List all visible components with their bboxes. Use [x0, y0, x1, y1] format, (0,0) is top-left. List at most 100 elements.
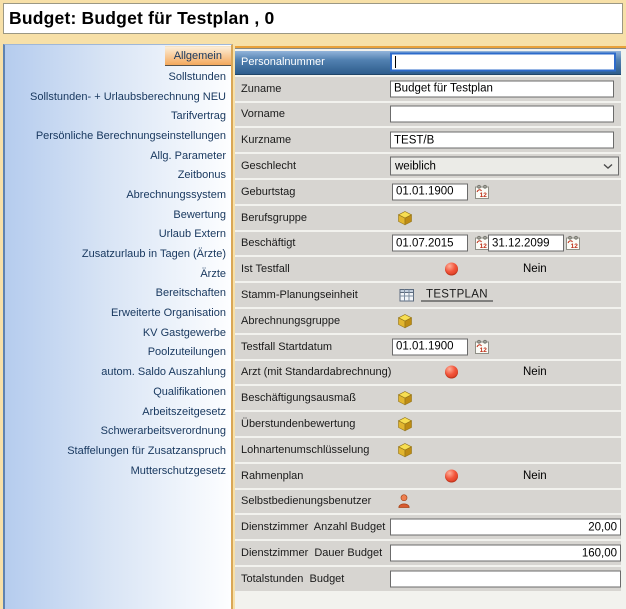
cube-button[interactable]	[397, 416, 413, 432]
dienstzimmer-anzahl-budget-input[interactable]	[390, 518, 621, 536]
form-row-totalstunden-budget[interactable]: Totalstunden Budget	[235, 566, 621, 591]
flag-value: Nein	[523, 469, 547, 482]
cube-button[interactable]	[397, 210, 413, 226]
sidebar-item-qualifikationen[interactable]: Qualifikationen	[5, 382, 231, 402]
sidebar-item-zusatzurlaub-in-tagen-rzte[interactable]: Zusatzurlaub in Tagen (Ärzte)	[5, 244, 231, 264]
geburtstag-input[interactable]	[392, 183, 468, 201]
cube-button[interactable]	[397, 390, 413, 406]
sidebar-item-erweiterte-organisation[interactable]: Erweiterte Organisation	[5, 303, 231, 323]
flag-toggle[interactable]	[445, 365, 458, 379]
form-row-zuname[interactable]: Zuname	[235, 76, 621, 101]
calendar-button[interactable]: 12	[474, 184, 490, 200]
sidebar-item-label: Zeitbonus	[177, 169, 226, 182]
besch-ftigt-input[interactable]	[392, 234, 468, 252]
sidebar-item-arbeitszeitgesetz[interactable]: Arbeitszeitgesetz	[5, 402, 231, 422]
testfall-startdatum-input[interactable]	[392, 338, 468, 356]
red-dot-icon	[445, 469, 458, 483]
sidebar-item-label: Qualifikationen	[153, 385, 226, 398]
flag-toggle[interactable]	[445, 469, 458, 483]
form-row-lohnartenumschl-sselung[interactable]: Lohnartenumschlüsselung	[235, 437, 621, 462]
sidebar-item-bereitschaften[interactable]: Bereitschaften	[5, 284, 231, 304]
form-row-testfall-startdatum[interactable]: Testfall Startdatum 12	[235, 334, 621, 359]
form-row-besch-ftigt[interactable]: Beschäftigt 12 12	[235, 231, 621, 256]
sidebar-item-label: Bewertung	[173, 208, 226, 221]
form-row-personalnummer[interactable]: Personalnummer	[235, 51, 621, 75]
personalnummer-input[interactable]	[390, 52, 616, 72]
sidebar-item-urlaub-extern[interactable]: Urlaub Extern	[5, 225, 231, 245]
sidebar-item-label: Mutterschutzgesetz	[130, 464, 226, 477]
sidebar-item-pers-nliche-berechnungseinstellungen[interactable]: Persönliche Berechnungseinstellungen	[5, 126, 231, 146]
form-row-vorname[interactable]: Vorname	[235, 102, 621, 127]
tab-allgemein[interactable]: Allgemein	[5, 45, 231, 66]
calendar-icon: 12	[475, 184, 489, 199]
sidebar-item-tarifvertrag[interactable]: Tarifvertrag	[5, 106, 231, 126]
page-title: Budget: Budget für Testplan , 0	[9, 8, 275, 28]
besch-ftigt-end-input[interactable]	[488, 234, 564, 252]
field-label: Überstundenbewertung	[241, 418, 356, 431]
form-row-stamm-planungseinheit[interactable]: Stamm-Planungseinheit TESTPLAN	[235, 283, 621, 307]
form-row-kurzname[interactable]: Kurzname	[235, 128, 621, 153]
sidebar-item-label: Urlaub Extern	[158, 228, 226, 241]
form-row-ist-testfall[interactable]: Ist Testfall Nein	[235, 257, 621, 282]
sidebar-item-rzte[interactable]: Ärzte	[5, 264, 231, 284]
totalstunden-budget-input[interactable]	[390, 570, 621, 588]
sidebar-item-zeitbonus[interactable]: Zeitbonus	[5, 165, 231, 185]
zuname-input[interactable]	[390, 80, 614, 98]
planning-unit-link-pos: TESTPLAN	[421, 289, 493, 302]
sidebar-item-autom-saldo-auszahlung[interactable]: autom. Saldo Auszahlung	[5, 362, 231, 382]
svg-text:12: 12	[480, 192, 488, 199]
sidebar-item-label: Allg. Parameter	[150, 149, 226, 162]
sidebar-item-allg-parameter[interactable]: Allg. Parameter	[5, 146, 231, 166]
sidebar-item-kv-gastgewerbe[interactable]: KV Gastgewerbe	[5, 323, 231, 343]
form-row-berufsgruppe[interactable]: Berufsgruppe	[235, 205, 621, 230]
cube-button[interactable]	[397, 313, 413, 329]
cube-button[interactable]	[397, 442, 413, 458]
form-row-rahmenplan[interactable]: Rahmenplan Nein	[235, 463, 621, 488]
sidebar-item-mutterschutzgesetz[interactable]: Mutterschutzgesetz	[5, 461, 231, 481]
sidebar-item-label: Ärzte	[200, 267, 226, 280]
person-icon	[398, 494, 410, 509]
field-label: Arzt (mit Standardabrechnung)	[241, 366, 392, 379]
sidebar-item-sollstunden[interactable]: Sollstunden	[5, 67, 231, 87]
form-panel: Personalnummer Zuname Vorname Kurzname Gesch…	[235, 48, 626, 609]
field-label: Zuname	[241, 82, 282, 95]
dienstzimmer-dauer-budget-input[interactable]	[390, 544, 621, 562]
form-row-besch-ftigungsausma[interactable]: Beschäftigungsausmaß	[235, 386, 621, 411]
planning-unit-link[interactable]: TESTPLAN	[421, 289, 493, 302]
form-row-dienstzimmer-dauer-budget[interactable]: Dienstzimmer Dauer Budget	[235, 541, 621, 565]
form-row-arzt-mit-standardabrechnung[interactable]: Arzt (mit Standardabrechnung) Nein	[235, 360, 621, 385]
field-label: Dienstzimmer Anzahl Budget	[241, 521, 386, 534]
sidebar-item-staffelungen-f-r-zusatzanspruch[interactable]: Staffelungen für Zusatzanspruch	[5, 441, 231, 461]
flag-toggle[interactable]	[445, 262, 458, 276]
form-row-abrechnungsgruppe[interactable]: Abrechnungsgruppe	[235, 308, 621, 333]
user-button[interactable]	[397, 494, 411, 509]
sidebar-item-bewertung[interactable]: Bewertung	[5, 205, 231, 225]
selected-option: weiblich	[395, 160, 436, 173]
sidebar-items: Allgemein Sollstunden Sollstunden- + Urlau…	[5, 45, 231, 480]
planning-unit-grid-button[interactable]	[399, 288, 415, 303]
form-rows: Personalnummer Zuname Vorname Kurzname Gesch…	[235, 51, 626, 591]
cube-icon	[397, 391, 413, 406]
sidebar-item-label: autom. Saldo Auszahlung	[101, 366, 226, 379]
calendar-icon: 12	[475, 339, 489, 354]
cube-icon	[397, 417, 413, 432]
sidebar-item-label: Sollstunden	[168, 70, 227, 83]
calendar-button[interactable]: 12	[565, 235, 581, 251]
field-label: Geburtstag	[241, 185, 296, 198]
calendar-icon: 12	[566, 236, 580, 251]
form-row-geschlecht[interactable]: Geschlecht weiblich	[235, 154, 621, 178]
svg-text:12: 12	[480, 244, 488, 251]
calendar-button[interactable]: 12	[474, 339, 490, 355]
geschlecht-select[interactable]: weiblich	[390, 156, 619, 176]
form-row-selbstbedienungsbenutzer[interactable]: Selbstbedienungsbenutzer	[235, 489, 621, 514]
sidebar-item-abrechnungssystem[interactable]: Abrechnungssystem	[5, 185, 231, 205]
sidebar-item-schwerarbeitsverordnung[interactable]: Schwerarbeitsverordnung	[5, 421, 231, 441]
sidebar-item-sollstunden-urlaubsberechnung-neu[interactable]: Sollstunden- + Urlaubsberechnung NEU	[5, 87, 231, 107]
vorname-input[interactable]	[390, 105, 614, 123]
form-row-geburtstag[interactable]: Geburtstag 12	[235, 179, 621, 204]
form-row-berstundenbewertung[interactable]: Überstundenbewertung	[235, 412, 621, 436]
sidebar-item-poolzuteilungen[interactable]: Poolzuteilungen	[5, 343, 231, 363]
kurzname-input[interactable]	[390, 131, 614, 149]
form-row-dienstzimmer-anzahl-budget[interactable]: Dienstzimmer Anzahl Budget	[235, 515, 621, 540]
field-label: Beschäftigungsausmaß	[241, 392, 356, 405]
